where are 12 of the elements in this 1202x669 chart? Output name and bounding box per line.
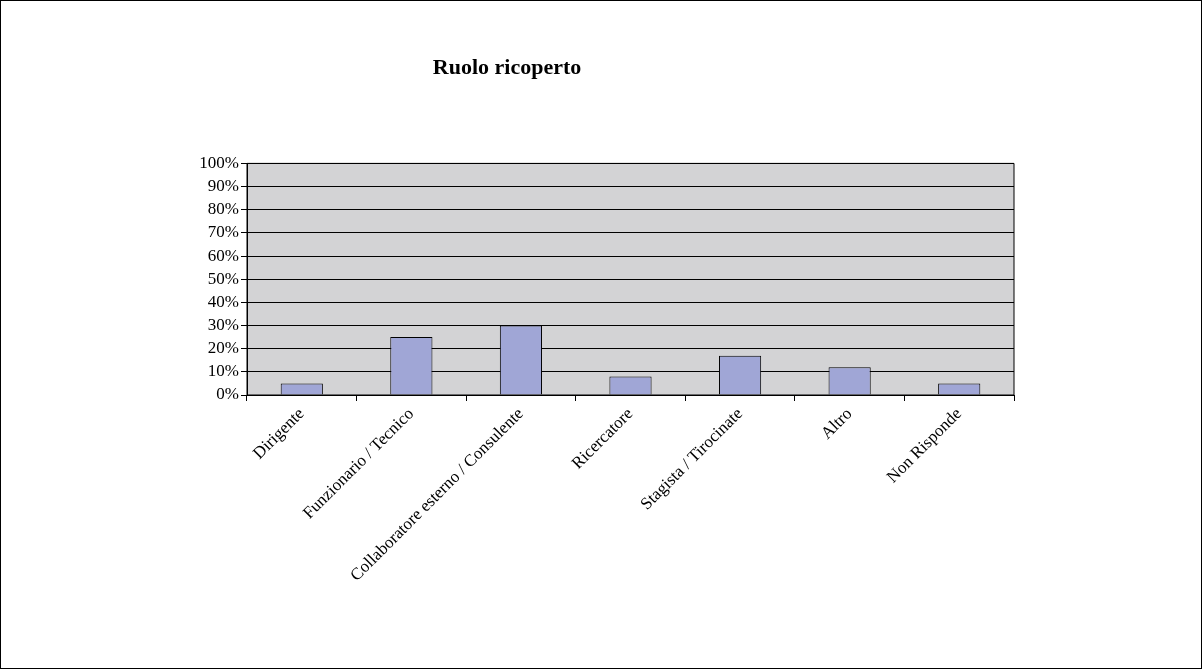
- y-tick-label: 60%: [207, 245, 239, 265]
- chart-title: Ruolo ricoperto: [432, 53, 582, 79]
- y-tick-label: 30%: [207, 314, 239, 334]
- y-tick-label: 10%: [207, 361, 239, 381]
- y-tick-label: 50%: [207, 268, 239, 288]
- y-tick-label: 90%: [207, 176, 239, 196]
- y-tick-label: 70%: [207, 222, 239, 242]
- y-tick-label: 80%: [207, 199, 239, 219]
- y-tick-label: 0%: [216, 384, 239, 404]
- y-tick-label: 40%: [207, 291, 239, 311]
- y-tick-label: 20%: [207, 338, 239, 358]
- y-tick-label: 100%: [199, 152, 239, 172]
